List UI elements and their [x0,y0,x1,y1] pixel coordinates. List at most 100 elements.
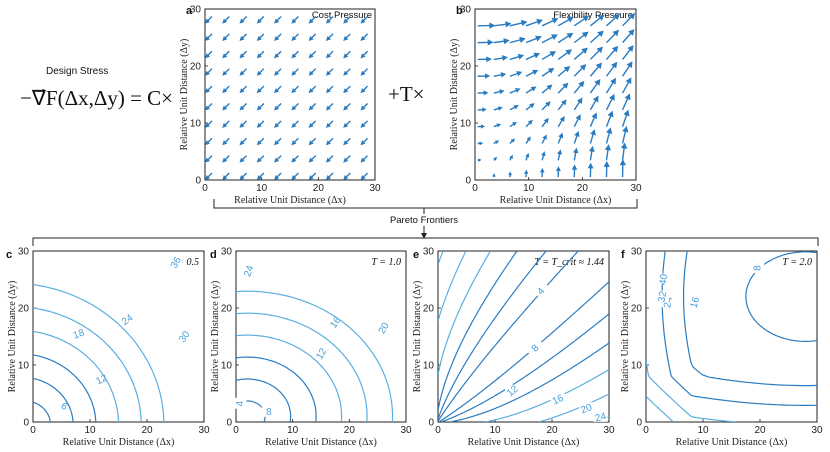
quiver-arrow [256,50,265,59]
quiver-arrow [588,145,595,161]
x-tick-label: 20 [141,425,153,436]
quiver-arrow [205,172,213,180]
y-tick-label: 30 [190,5,202,16]
contour-label-bg [750,262,765,274]
quiver-arrow [525,103,535,111]
plot-frame [437,250,610,423]
quiver-arrow [360,33,369,41]
y-tick-label: 30 [631,247,643,258]
quiver-arrow [493,123,502,128]
contour-label: 8 [753,265,764,271]
quiver-arrow [573,97,583,111]
contour-label-bg [241,264,256,276]
contour-label: 12 [314,346,329,362]
quiver-arrow [508,171,512,178]
quiver-arrow [589,112,598,127]
quiver-arrow [325,137,334,146]
contour-line [438,251,609,422]
contour-line [236,334,343,422]
quiver-arrow [360,120,369,128]
quiver-arrow [605,93,615,111]
quiver-arrow [239,120,248,128]
contour-label-bg [232,397,247,409]
quiver-arrow [541,117,549,128]
contour-line [236,378,292,422]
x-axis-label: Relative Unit Distance (Δx) [265,437,377,448]
panel-title: Cost Pressure [312,10,372,21]
quiver-arrow [477,90,489,96]
temperature-label: T = 2.0 [782,257,812,268]
quiver-arrow [343,33,351,41]
y-tick-label: 20 [423,304,435,315]
y-tick-label: 10 [221,361,233,372]
quiver-arrow [308,85,317,94]
contour-label: 24 [242,264,256,279]
quiver-arrow [291,85,299,94]
x-axis-label: Relative Unit Distance (Δx) [676,437,788,448]
quiver-arrow [308,155,317,163]
x-tick-label: 30 [198,425,210,436]
quiver-arrow [222,102,230,111]
x-tick-label: 30 [630,183,642,194]
quiver-arrow [291,155,299,163]
quiver-arrow [222,50,230,59]
quiver-arrow [525,52,541,61]
y-axis-label: Relative Unit Distance (Δy) [210,281,221,393]
contour-label-bg [656,273,671,285]
quiver-arrow [274,120,282,128]
quiver-arrow [239,102,248,111]
quiver-arrow [274,102,282,111]
contour-label-bg [533,284,548,296]
quiver-arrow [477,158,482,162]
quiver-arrow [343,68,351,76]
quiver-arrow [291,102,299,111]
quiver-arrow [239,50,248,59]
y-tick-label: 20 [221,304,233,315]
contour-label-bg [660,296,675,308]
quiver-arrow [308,50,317,59]
quiver-arrow [308,137,317,146]
quiver-arrow [239,85,248,94]
contour-label-bg [593,410,608,422]
y-tick-label: 20 [460,62,472,73]
y-tick-label: 30 [423,247,435,258]
x-axis-label: Relative Unit Distance (Δx) [234,195,346,206]
temperature-label: T = T_crit ≈ 1.44 [534,257,604,268]
quiver-arrow [205,68,213,76]
x-axis-label: Relative Unit Distance (Δx) [500,195,612,206]
contour-line [236,356,317,422]
x-tick-label: 20 [546,425,558,436]
quiver-arrow [205,85,213,94]
quiver-arrow [222,120,230,128]
contour-label: 16 [551,393,566,408]
quiver-arrow [555,166,561,178]
plot-frame [645,250,818,423]
quiver-arrow [541,151,546,161]
quiver-arrow [525,18,543,27]
contour-label-bg [120,313,135,325]
y-tick-label: 10 [631,361,643,372]
x-tick-label: 0 [643,425,649,436]
quiver-arrow [343,85,351,94]
quiver-arrow [524,169,529,178]
x-tick-label: 10 [697,425,709,436]
quiver-arrow [222,16,230,24]
quiver-arrow [205,50,213,59]
contour-line [33,330,120,422]
contour-label-bg [261,405,276,417]
quiver-arrow [308,33,317,41]
quiver-arrow [573,80,585,94]
quiver-arrow [589,78,601,94]
y-axis-label: Relative Unit Distance (Δy) [449,39,460,151]
y-tick-label: 20 [18,304,30,315]
quiver-arrow [619,159,627,178]
quiver-arrow [308,172,317,180]
contour-label: 4 [235,401,246,407]
contour-label-bg [687,296,702,308]
quiver-arrow [360,68,369,76]
quiver-arrow [509,154,513,161]
quiver-arrow [509,105,519,111]
contour-label: 36 [169,255,184,271]
quiver-arrow [605,29,620,44]
quiver-arrow [256,33,265,41]
